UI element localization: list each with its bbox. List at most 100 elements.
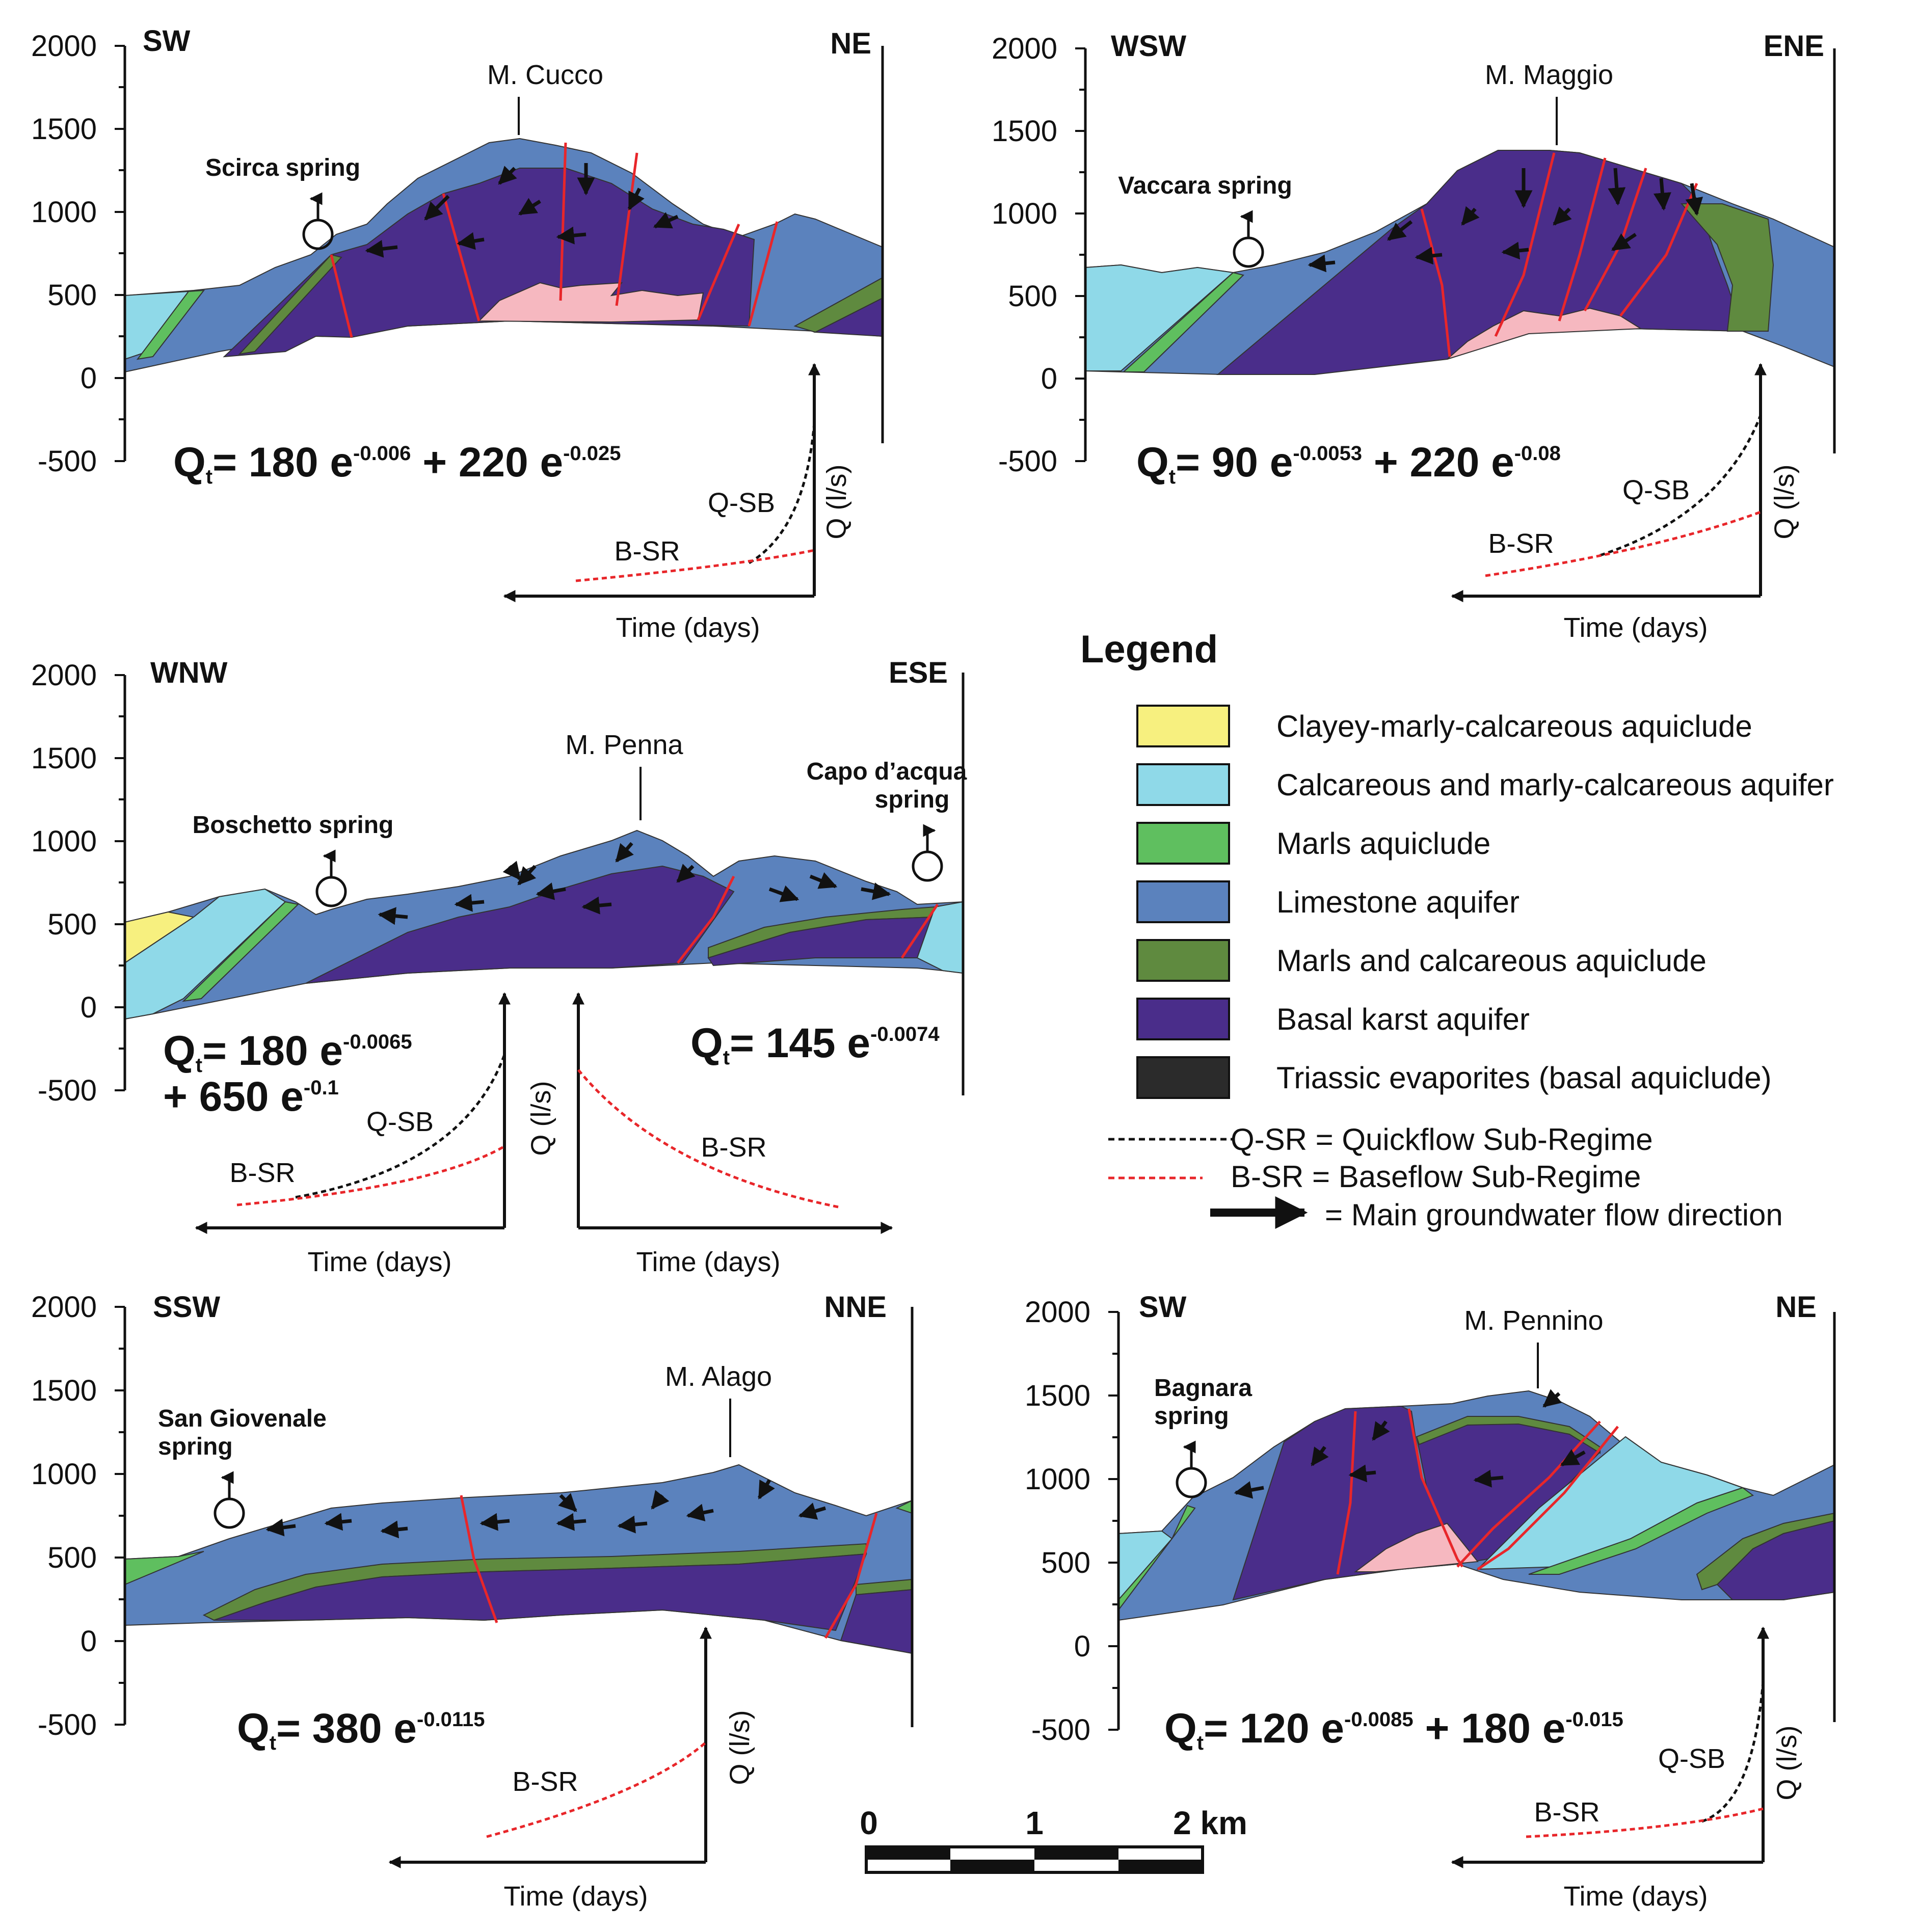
maggio-qsb-label: Q-SB — [1622, 475, 1690, 505]
maggio-right-dir: ENE — [1764, 30, 1824, 63]
maggio-bsr-curve — [1485, 511, 1761, 577]
pennino-ytick-0: 0 — [1074, 1630, 1090, 1663]
cucco-marls-band — [136, 289, 205, 360]
alago-q-label: Q (l/s) — [725, 1710, 755, 1785]
penna-right-dir: ESE — [889, 656, 948, 689]
legend-flow-label: = Main groundwater flow direction — [1325, 1198, 1783, 1232]
legend-swatch-marls — [1136, 822, 1230, 865]
cucco-spring-label: Scirca spring — [205, 154, 360, 181]
pennino-flow-arrows — [1234, 1389, 1586, 1499]
maggio-ytick-1000: 1000 — [992, 197, 1057, 230]
pennino-peak-label: M. Pennino — [1464, 1305, 1603, 1336]
legend-label-triassic: Triassic evaporites (basal aquiclude) — [1276, 1061, 1772, 1095]
penna-hydrograph-2: B-SR Time (days) — [572, 992, 893, 1277]
penna-bsr-curve-2 — [577, 1069, 841, 1209]
alago-hydrograph: B-SR Time (days) Q (l/s) — [388, 1626, 755, 1912]
cucco-qsr-curve — [748, 422, 816, 565]
cucco-ytick-1000: 1000 — [31, 196, 97, 229]
penna-hydrograph: Q-SB B-SR Time (days) Q (l/s) — [195, 992, 556, 1277]
alago-bsr-curve — [486, 1741, 707, 1838]
penna-marls-band — [182, 901, 300, 1002]
alago-peak-label: M. Alago — [665, 1361, 772, 1392]
alago-flow-arrows — [265, 1479, 827, 1539]
alago-faults — [460, 1495, 878, 1639]
penna-bsr-label-2: B-SR — [701, 1132, 766, 1163]
cucco-marls-green — [238, 254, 342, 355]
maggio-ytick-1500: 1500 — [992, 115, 1057, 148]
section-maggio: 2000 1500 1000 500 0 -500 WSW ENE M. Mag… — [992, 30, 1836, 643]
alago-geology — [124, 1464, 913, 1654]
legend-label-basal: Basal karst aquifer — [1276, 1002, 1530, 1036]
spring-symbol-icon — [315, 849, 347, 907]
pennino-spring-label-1: Bagnara — [1154, 1375, 1252, 1402]
cucco-faults — [330, 142, 779, 338]
penna-faults — [677, 875, 939, 964]
alago-time-label: Time (days) — [503, 1881, 648, 1912]
pennino-marls-left — [1118, 1505, 1196, 1612]
pennino-geology — [1118, 1389, 1835, 1621]
legend-swatch-limestone — [1136, 880, 1230, 923]
cucco-q-label: Q (l/s) — [821, 465, 852, 540]
cucco-flow-arrows — [365, 163, 679, 258]
pennino-qsb-label: Q-SB — [1658, 1743, 1725, 1774]
legend-swatch-basal — [1136, 998, 1230, 1040]
pennino-left-dir: SW — [1139, 1291, 1187, 1324]
penna-ytick-0: 0 — [81, 991, 97, 1024]
penna-spring2-label-2: spring — [875, 786, 950, 813]
legend-swatch-triassic — [1136, 1056, 1230, 1099]
cucco-ytick-neg500: -500 — [38, 445, 97, 478]
maggio-ytick-2000: 2000 — [992, 32, 1057, 65]
spring-symbol-icon — [912, 824, 943, 882]
maggio-ytick-500: 500 — [1008, 280, 1057, 313]
penna-left-dir: WNW — [150, 656, 228, 689]
cucco-left-dir: SW — [143, 24, 191, 58]
cucco-qsb-label: Q-SB — [708, 488, 775, 518]
spring-symbol-icon — [302, 192, 334, 250]
penna-equation: Qt= 180 e-0.0065 — [163, 1028, 412, 1077]
cucco-ytick-0: 0 — [81, 362, 97, 395]
legend-swatch-clayey — [1136, 705, 1230, 747]
penna-time-label-2: Time (days) — [636, 1247, 780, 1277]
spring-symbol-icon — [214, 1471, 245, 1529]
maggio-qsr-curve — [1600, 415, 1762, 557]
legend-label-calc: Calcareous and marly-calcareous aquifer — [1276, 768, 1834, 802]
penna-spring-label: Boschetto spring — [193, 812, 394, 839]
maggio-time-label: Time (days) — [1563, 612, 1708, 643]
alago-equation: Qt= 380 e-0.0115 — [237, 1705, 485, 1754]
penna-geology — [124, 829, 964, 1020]
penna-ytick-500: 500 — [47, 908, 97, 941]
maggio-ytick-0: 0 — [1041, 362, 1057, 395]
maggio-flow-arrows — [1308, 168, 1703, 273]
alago-right-dir: NNE — [824, 1291, 887, 1324]
penna-equation-line2: + 650 e-0.1 — [163, 1074, 339, 1120]
pennino-time-label: Time (days) — [1563, 1881, 1708, 1912]
penna-qsr-curve — [295, 1054, 506, 1199]
maggio-peak-label: M. Maggio — [1485, 60, 1613, 90]
pennino-q-label: Q (l/s) — [1772, 1726, 1802, 1801]
penna-bsr-curve — [236, 1145, 505, 1206]
maggio-faults — [1420, 152, 1698, 357]
cucco-hydrograph: Q-SB B-SR Time (days) Q (l/s) — [503, 363, 852, 643]
maggio-triassic-pink — [1447, 307, 1643, 360]
legend-label-clayey: Clayey-marly-calcareous aquiclude — [1276, 709, 1752, 743]
alago-ytick-0: 0 — [81, 1625, 97, 1658]
legend-swatch-marls-calc — [1136, 939, 1230, 982]
cucco-ytick-1500: 1500 — [31, 113, 97, 146]
penna-peak-label: M. Penna — [565, 730, 683, 760]
spring-symbol-icon — [1176, 1440, 1207, 1498]
maggio-marls-calc — [1680, 203, 1774, 332]
pennino-equation: Qt= 120 e-0.0085 + 180 e-0.015 — [1164, 1705, 1623, 1754]
penna-equation-2: Qt= 145 e-0.0074 — [690, 1020, 940, 1069]
penna-ytick-2000: 2000 — [31, 659, 97, 692]
penna-ytick-1500: 1500 — [31, 742, 97, 775]
legend-items: Clayey-marly-calcareous aquiclude Calcar… — [1136, 705, 1834, 1099]
scale-label-0: 0 — [860, 1805, 878, 1841]
maggio-q-label: Q (l/s) — [1769, 465, 1800, 540]
alago-ytick-1500: 1500 — [31, 1374, 97, 1407]
pennino-ytick-2000: 2000 — [1025, 1296, 1090, 1329]
section-alago: 2000 1500 1000 500 0 -500 SSW NNE M. Ala… — [31, 1291, 914, 1912]
maggio-geology — [1085, 150, 1835, 375]
pennino-hydrograph: Q-SB B-SR Time (days) Q (l/s) — [1451, 1626, 1802, 1912]
cucco-ytick-500: 500 — [47, 279, 97, 312]
pennino-right-dir: NE — [1775, 1291, 1817, 1324]
